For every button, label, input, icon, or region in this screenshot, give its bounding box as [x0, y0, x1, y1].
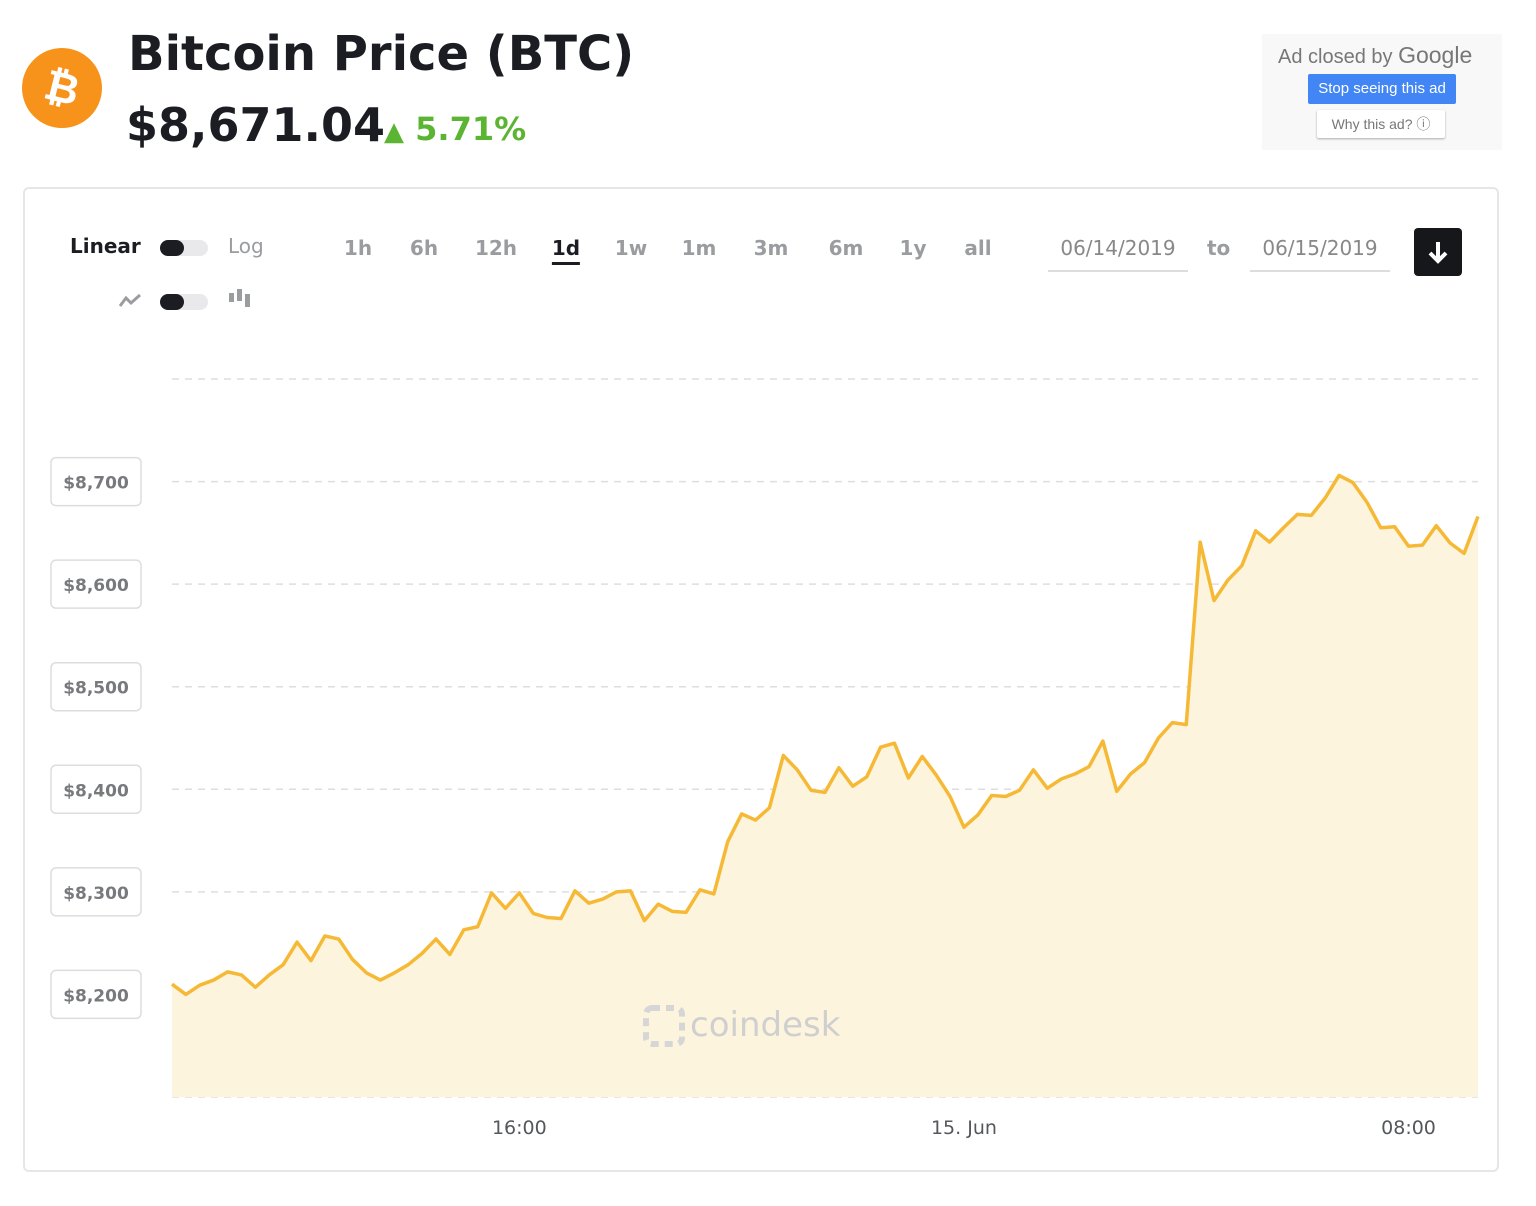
y-tick-label: $8,600 — [63, 576, 129, 596]
why-ad-button[interactable]: Why this ad? ⓘ — [1317, 110, 1445, 138]
title: Bitcoin Price (BTC) — [128, 26, 634, 82]
line-icon — [118, 293, 141, 307]
range-button[interactable]: 1y — [899, 236, 927, 260]
y-tick-box — [50, 764, 142, 815]
ad-panel: Ad closed by Google Stop seeing this ad … — [1262, 34, 1502, 150]
range-button[interactable]: 1w — [614, 236, 648, 260]
range-button[interactable]: 3m — [753, 236, 789, 260]
scale-log[interactable]: Log — [228, 234, 264, 258]
coin-symbol: (BTC) — [485, 26, 635, 82]
range-button[interactable]: 1m — [681, 236, 717, 260]
range-button[interactable]: 1h — [343, 236, 373, 260]
x-tick-label: 08:00 — [1381, 1117, 1436, 1139]
y-tick-label: $8,200 — [63, 986, 129, 1006]
range-button[interactable]: all — [964, 236, 992, 260]
y-tick-label: $8,700 — [63, 474, 129, 494]
y-tick-box — [50, 867, 142, 917]
up-arrow: ▲ — [384, 117, 404, 147]
btc-logo: ₿ — [22, 48, 102, 128]
y-tick-box — [50, 969, 142, 1020]
watermark: coindesk — [643, 1005, 841, 1047]
y-tick-box — [50, 456, 142, 507]
area-fill — [172, 475, 1478, 1098]
scale-toggle[interactable] — [160, 240, 208, 256]
change-value: 5.71% — [415, 110, 527, 148]
y-tick-box — [50, 559, 142, 609]
price-line — [170, 473, 1480, 997]
ad-closed: Ad closed by Google — [1278, 42, 1472, 69]
price-change: ▲ 5.71% — [384, 110, 526, 148]
chart-card — [23, 187, 1499, 1172]
x-tick-label: 15. Jun — [931, 1117, 997, 1139]
y-tick-label: $8,400 — [63, 781, 129, 801]
download-button[interactable] — [1414, 228, 1462, 276]
y-tick-label: $8,500 — [63, 679, 129, 699]
scale-linear[interactable]: Linear — [70, 234, 141, 258]
ad-brand: Google — [1398, 42, 1473, 68]
range-button[interactable]: 6m — [828, 236, 864, 260]
x-tick-label: 16:00 — [492, 1117, 547, 1139]
coin-name: Bitcoin Price — [128, 26, 470, 82]
range-button[interactable]: 1d — [551, 236, 581, 265]
range-button[interactable]: 12h — [474, 236, 518, 260]
stop-ad-button[interactable]: Stop seeing this ad — [1308, 74, 1456, 104]
ad-closed-text: Ad closed by — [1278, 46, 1393, 68]
y-tick-label: $8,300 — [63, 884, 129, 904]
date-to[interactable]: 06/15/2019 — [1250, 228, 1390, 272]
why-ad-text: Why this ad? — [1331, 116, 1413, 132]
candle-icon — [229, 289, 250, 307]
price: $8,671.04 — [126, 98, 385, 152]
watermark-text: coindesk — [690, 1005, 841, 1045]
date-from[interactable]: 06/14/2019 — [1048, 228, 1188, 272]
chart-type-toggle[interactable] — [160, 294, 208, 310]
y-tick-box — [50, 661, 142, 712]
range-button[interactable]: 6h — [409, 236, 439, 260]
date-to-label: to — [1207, 236, 1231, 260]
